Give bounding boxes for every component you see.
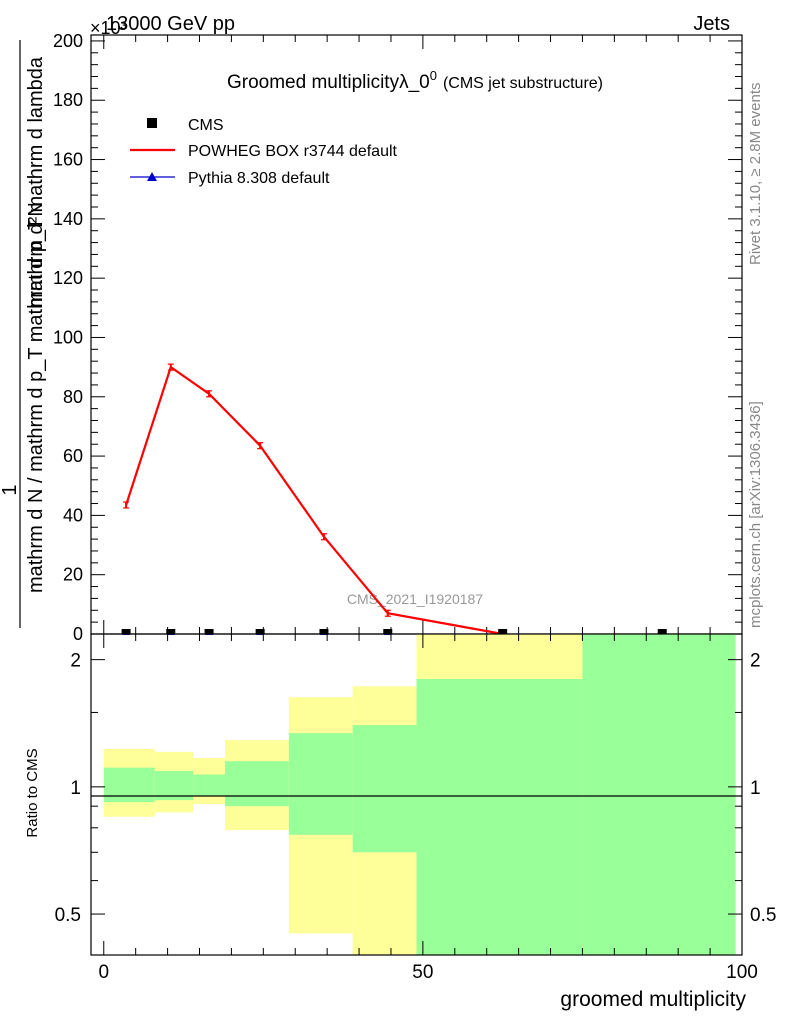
y-tick-label: 100	[53, 327, 83, 347]
rivet-version-label: Rivet 3.1.10, ≥ 2.8M events	[747, 83, 764, 266]
ratio-y-tick-label-right: 2	[750, 651, 761, 672]
cms-point	[319, 629, 329, 634]
y-tick-label: 140	[53, 209, 83, 229]
cms-point	[121, 629, 131, 634]
y-tick-label: 200	[53, 31, 83, 51]
chart-title-main: Groomed multiplicityλ_0	[227, 72, 430, 93]
analysis-watermark: CMS_2021_I1920187	[347, 591, 483, 607]
ratio-y-tick-label: 1	[70, 778, 81, 799]
legend-powheg-label: POWHEG BOX r3744 default	[188, 143, 398, 160]
ratio-band-inner	[103, 767, 155, 803]
ratio-band-inner	[288, 733, 353, 835]
cms-point	[255, 629, 265, 634]
cms-point	[498, 629, 508, 634]
cms-point	[383, 629, 393, 634]
main-panel: 0 20 40 60 80 100 120 140 160 180 200 Groomed mult…	[0, 31, 743, 644]
chart-title-subtitle: (CMS jet substructure)	[443, 75, 603, 92]
x-axis-label: groomed multiplicity	[560, 988, 746, 1011]
ratio-panel-frame	[90, 633, 743, 956]
ratio-panel: 0.5 0.5 1 1 2 2 0 50 100 Ratio to CMS groomed mu…	[24, 633, 776, 1011]
y-exponent-label: ×10³	[90, 18, 127, 38]
ratio-y-tick-label: 2	[70, 651, 81, 672]
ratio-band-inner	[225, 761, 289, 807]
ratio-band-inner	[582, 634, 736, 955]
ratio-band-inner	[416, 678, 583, 955]
x-tick-label: 50	[412, 962, 433, 983]
y-axis-label-one: 1	[0, 484, 21, 495]
ratio-panel-ticks: 0.5 0.5 1 1 2 2 0 50 100	[55, 634, 776, 983]
cms-point	[166, 629, 176, 634]
y-tick-label: 60	[63, 446, 83, 466]
y-tick-label: 80	[63, 387, 83, 407]
ratio-y-axis-label: Ratio to CMS	[24, 748, 41, 837]
y-axis-label-denominator: mathrm d N / mathrm d p_T mathrm d p_T m…	[25, 56, 47, 593]
y-tick-label: 20	[63, 565, 83, 585]
cms-point	[657, 629, 667, 634]
y-tick-label: 120	[53, 268, 83, 288]
y-axis-label: mathrm d²N 1 mathrm d N / mathrm d p_T m…	[0, 40, 47, 628]
x-tick-label: 100	[726, 962, 758, 983]
legend-cms-label: CMS	[188, 117, 224, 134]
y-axis-label-numerator: mathrm d²N	[25, 202, 47, 308]
y-tick-label: 40	[63, 505, 83, 525]
x-tick-label: 0	[98, 962, 109, 983]
ratio-band-inner	[193, 774, 226, 797]
y-tick-label: 160	[53, 150, 83, 170]
cms-point	[204, 629, 214, 634]
ratio-y-tick-label-right: 0.5	[750, 905, 776, 926]
ratio-band-inner	[352, 725, 417, 853]
chart-title-superscript: 0	[430, 68, 437, 83]
ratio-y-tick-label-right: 1	[750, 778, 761, 799]
mcplots-label: mcplots.cern.ch [arXiv:1306.3436]	[747, 401, 764, 628]
ratio-y-tick-label: 0.5	[55, 905, 81, 926]
beam-energy-label: 13000 GeV pp	[106, 13, 235, 35]
legend-pythia-marker	[147, 172, 157, 181]
ratio-bands	[103, 634, 736, 955]
legend-cms-marker	[147, 118, 157, 128]
chart-title: Groomed multiplicityλ_00 (CMS jet substru…	[227, 68, 603, 93]
y-tick-label: 0	[73, 624, 83, 644]
legend-pythia-label: Pythia 8.308 default	[188, 170, 330, 187]
ratio-band-inner	[154, 771, 194, 801]
process-label: Jets	[693, 13, 730, 35]
y-tick-label: 180	[53, 90, 83, 110]
legend: CMS POWHEG BOX r3744 default Pythia 8.30…	[130, 117, 398, 187]
